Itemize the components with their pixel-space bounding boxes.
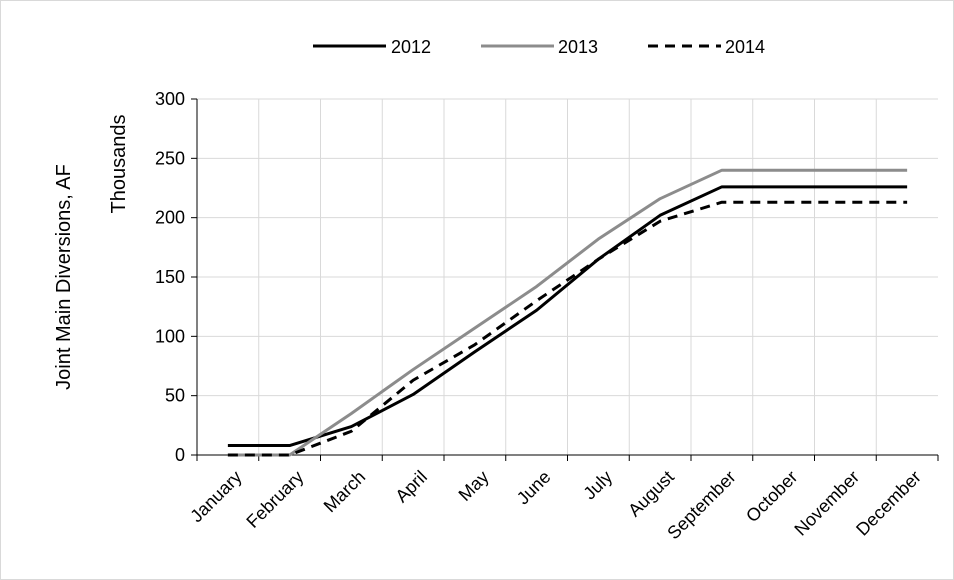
x-tick-label: December	[852, 467, 925, 540]
x-tick-label: March	[320, 467, 370, 517]
y-tick-label: 150	[155, 267, 185, 287]
x-tick-label: April	[391, 467, 431, 507]
legend-label: 2012	[391, 37, 431, 57]
legend-label: 2013	[558, 37, 598, 57]
y-tick-label: 300	[155, 89, 185, 109]
y-tick-label: 0	[175, 445, 185, 465]
series-line-2012	[227, 185, 908, 448]
x-tick-label: January	[186, 467, 245, 526]
y-axis-ticks: 0 50 100 150 200 250 300	[155, 89, 197, 465]
x-tick-label: October	[742, 467, 801, 526]
gridlines	[196, 98, 938, 456]
y-tick-label: 100	[155, 326, 185, 346]
x-tick-label: August	[624, 467, 678, 521]
series-lines	[227, 168, 908, 457]
x-tick-label: February	[242, 467, 307, 532]
legend: 2012 2013 2014	[313, 37, 765, 57]
y-tick-label: 50	[165, 386, 185, 406]
x-tick-label: July	[579, 467, 616, 504]
legend-item-2014: 2014	[648, 37, 765, 57]
x-tick-label: November	[790, 467, 863, 540]
y-axis-unit-label: Thousands	[108, 115, 130, 214]
legend-item-2012: 2012	[313, 37, 431, 57]
y-axis-title: Joint Main Diversions, AF	[53, 164, 75, 390]
legend-label: 2014	[725, 37, 765, 57]
y-tick-label: 200	[155, 208, 185, 228]
y-tick-label: 250	[155, 148, 185, 168]
x-tick-label: May	[455, 467, 493, 505]
series-line-2014	[227, 200, 908, 457]
legend-item-2013: 2013	[481, 37, 598, 57]
series-line-2013	[227, 168, 908, 457]
x-tick-label: June	[513, 467, 555, 509]
